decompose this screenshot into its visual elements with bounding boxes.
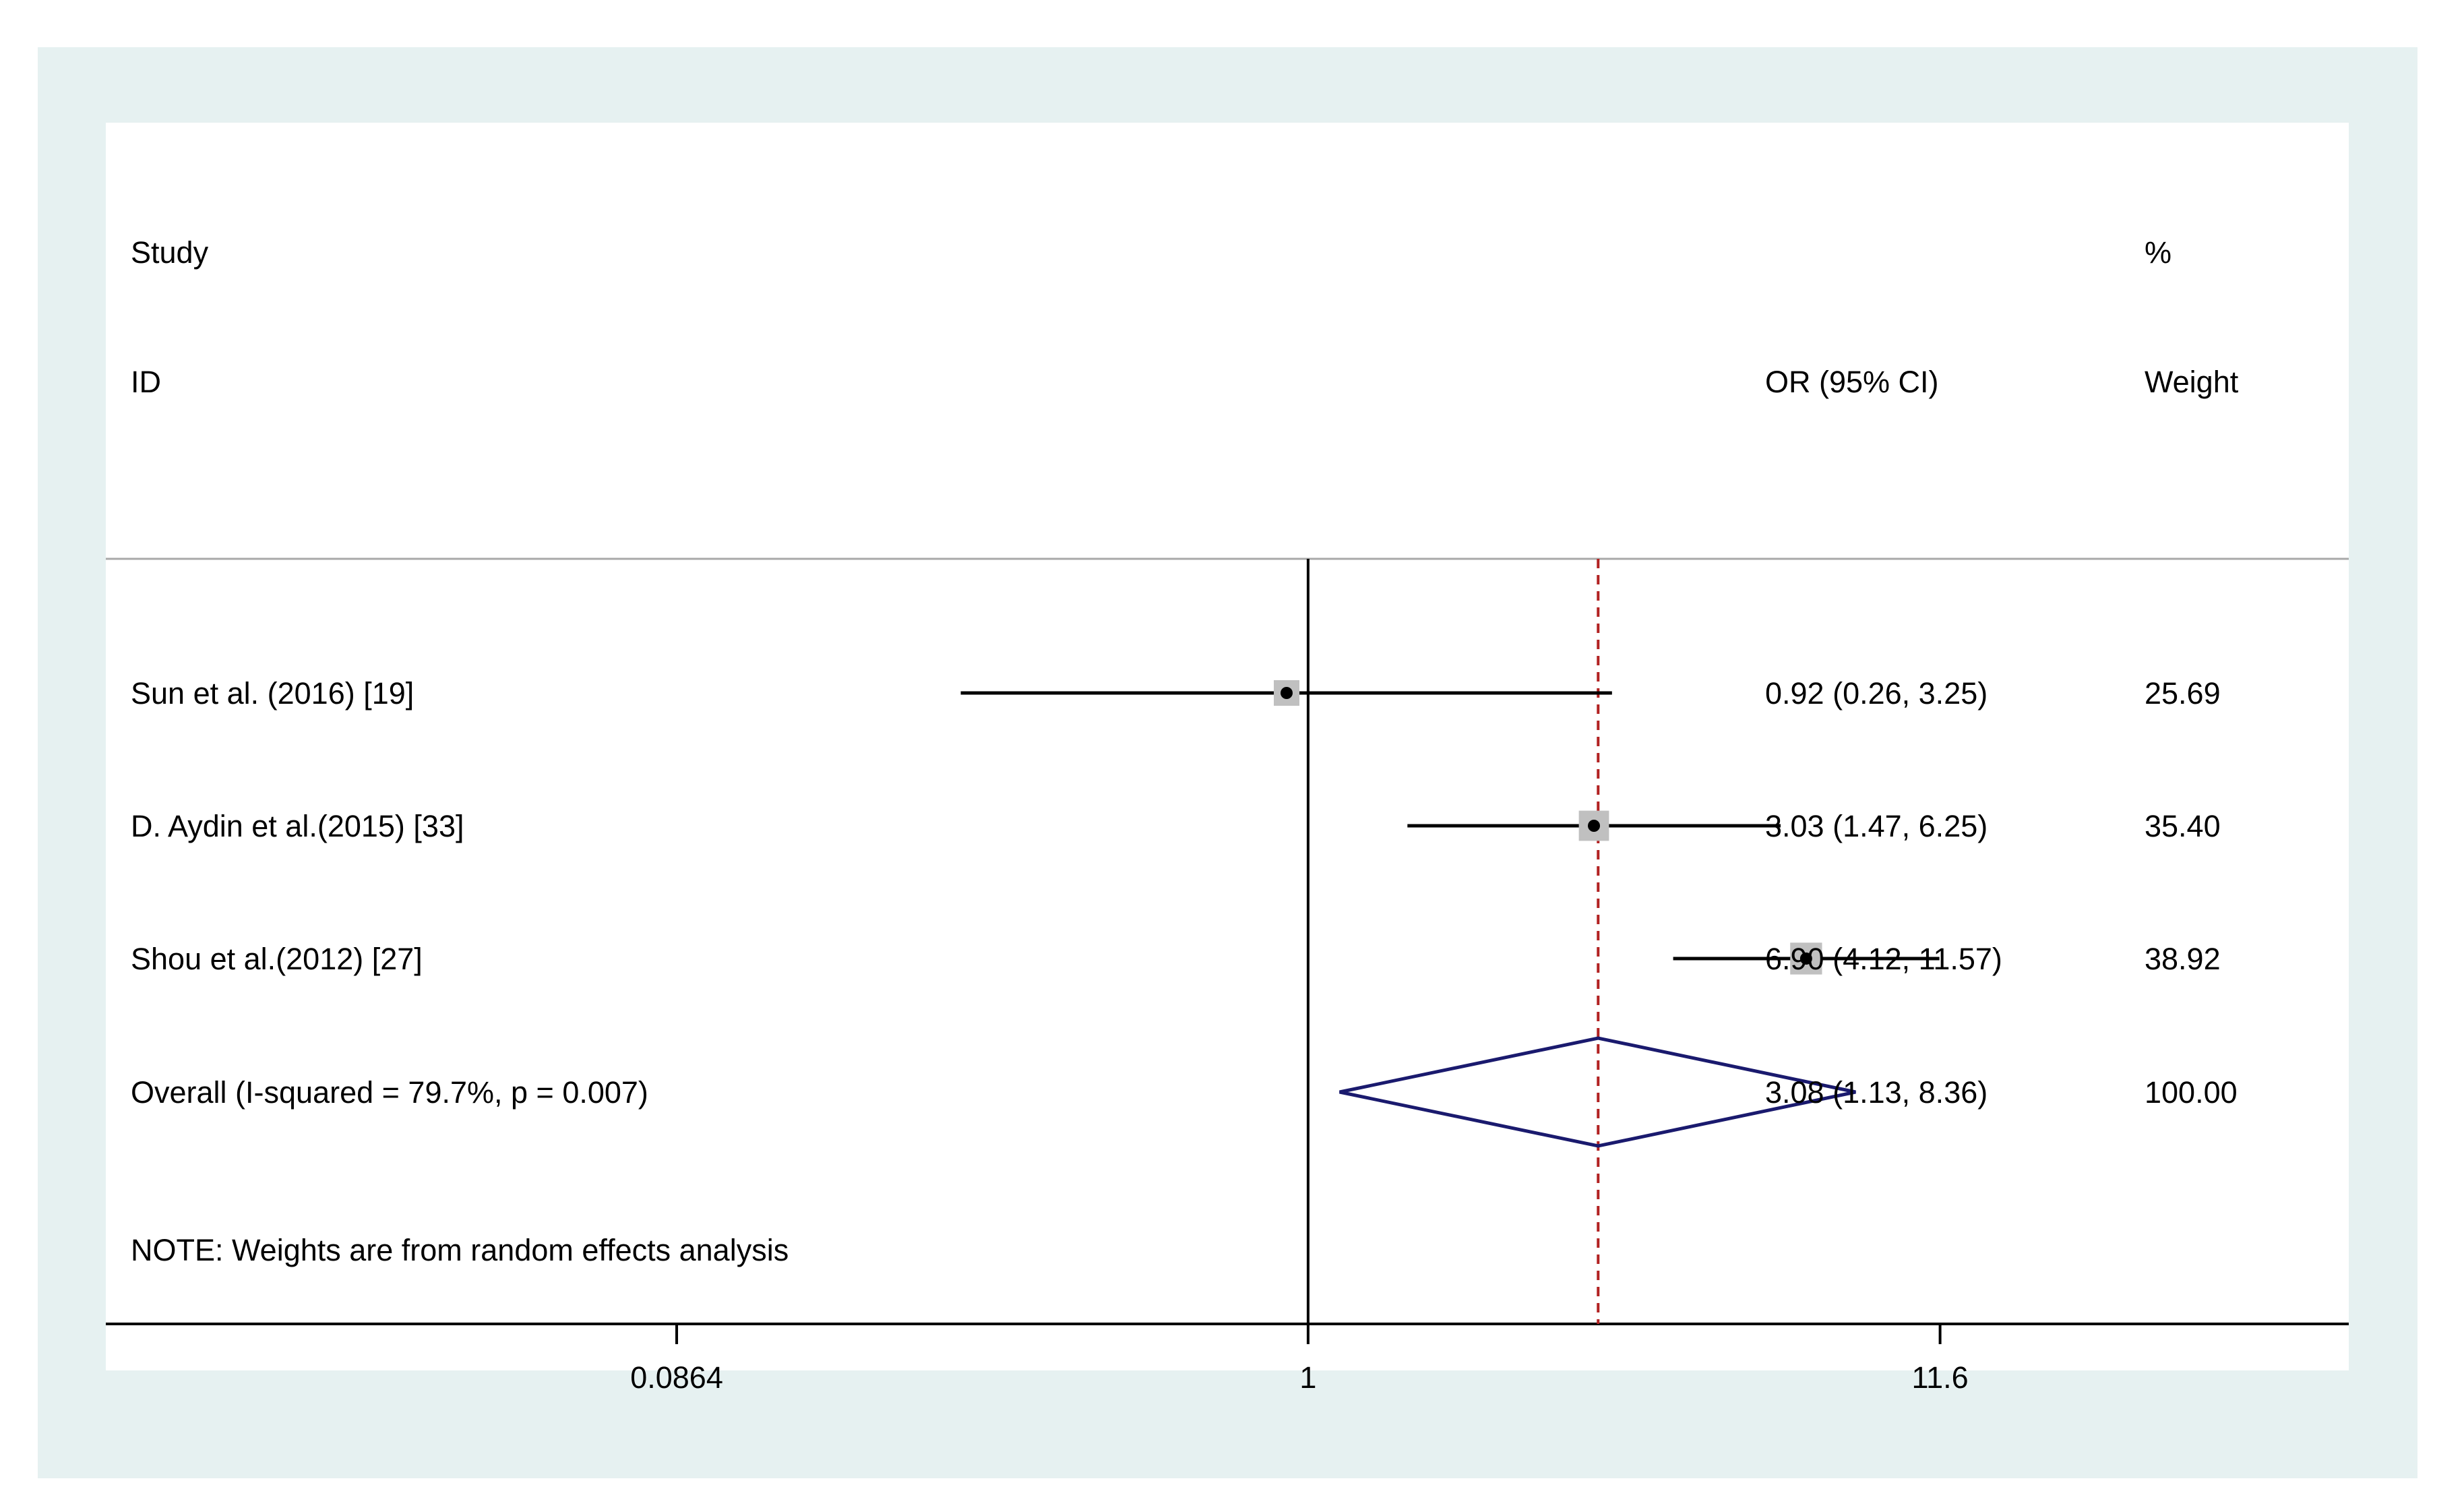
chart-background: Study ID OR (95% CI) % Weight NOTE: Weig… <box>38 47 2417 1478</box>
forest-plot: Study ID OR (95% CI) % Weight NOTE: Weig… <box>106 123 2349 1395</box>
study-weight: 38.92 <box>2145 942 2221 976</box>
header-study: Study <box>131 235 209 270</box>
point-estimate <box>1799 952 1812 965</box>
study-name: D. Aydin et al.(2015) [33] <box>131 809 464 843</box>
header-weight: Weight <box>2145 365 2239 399</box>
study-or-ci: 0.92 (0.26, 3.25) <box>1765 676 1988 710</box>
overall-weight: 100.00 <box>2145 1075 2238 1110</box>
study-or-ci: 3.03 (1.47, 6.25) <box>1765 809 1988 843</box>
x-tick-label: 1 <box>1299 1360 1316 1395</box>
x-tick-label: 11.6 <box>1911 1360 1968 1395</box>
overall-diamond <box>1339 1036 1856 1148</box>
header-percent: % <box>2145 235 2172 270</box>
overall-label: Overall (I-squared = 79.7%, p = 0.007) <box>131 1075 648 1110</box>
study-or-ci: 6.90 (4.12, 11.57) <box>1765 942 2002 976</box>
point-estimate <box>1588 820 1601 832</box>
plot-area <box>106 123 2349 1370</box>
overall-or-ci: 3.08 (1.13, 8.36) <box>1765 1075 1988 1110</box>
header-id: ID <box>131 365 161 399</box>
plot-marks: Sun et al. (2016) [19] 0.92 (0.26, 3.25) 2… <box>131 559 2238 1395</box>
study-name: Shou et al.(2012) [27] <box>131 942 423 976</box>
x-tick-label: 0.0864 <box>630 1360 723 1395</box>
point-estimate <box>1280 687 1293 699</box>
header-or-ci: OR (95% CI) <box>1765 365 1939 399</box>
study-weight: 25.69 <box>2145 676 2221 710</box>
study-name: Sun et al. (2016) [19] <box>131 676 414 710</box>
study-weight: 35.40 <box>2145 809 2221 843</box>
note-text: NOTE: Weights are from random effects an… <box>131 1233 789 1267</box>
